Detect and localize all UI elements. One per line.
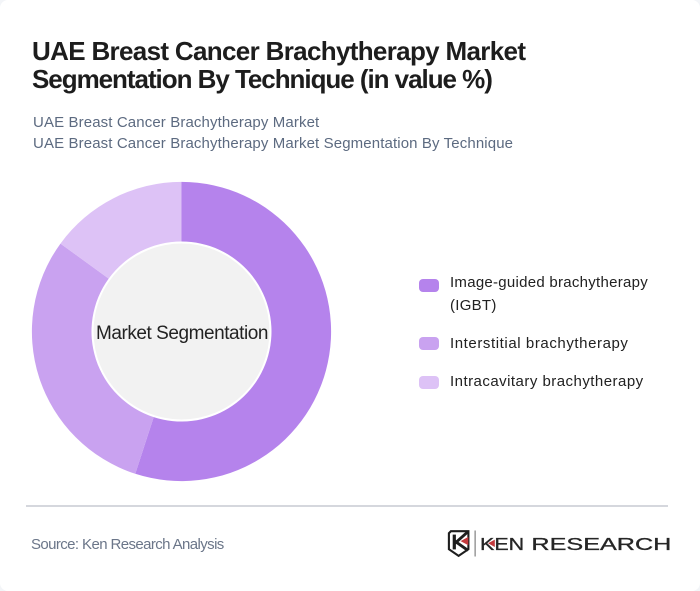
svg-text:KEN: KEN (480, 534, 524, 554)
svg-text:Market Segmentation: Market Segmentation (96, 323, 268, 344)
svg-text:RESEARCH: RESEARCH (531, 534, 671, 554)
